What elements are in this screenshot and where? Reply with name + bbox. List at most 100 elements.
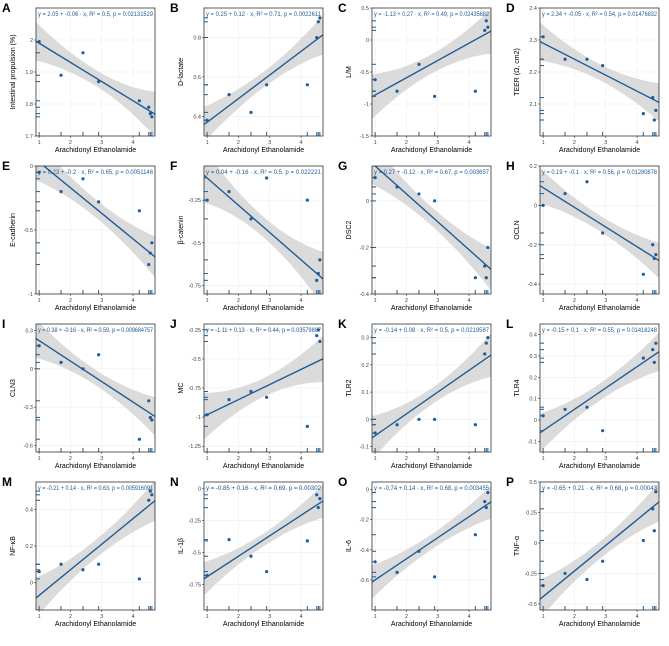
panel-letter: H <box>506 159 515 173</box>
x-tick-label: 1 <box>38 614 41 620</box>
x-tick-label: 1 <box>374 140 377 146</box>
data-point <box>484 506 488 510</box>
data-point <box>395 570 399 574</box>
plot-border <box>539 165 660 295</box>
y-tick-label: -0.1 <box>528 439 537 445</box>
x-tick-label: 1 <box>38 140 41 146</box>
x-tick-label: 2 <box>237 456 240 462</box>
x-axis-label: Arachidonyl Ethanolamide <box>55 463 136 470</box>
plot-border <box>539 481 660 611</box>
y-axis-label: DSC2 <box>346 221 353 240</box>
data-point <box>651 243 655 247</box>
data-point <box>81 51 85 55</box>
x-tick-label: 2 <box>69 614 72 620</box>
x-tick-label: 1 <box>542 456 545 462</box>
y-tick-label: 0 <box>534 203 537 209</box>
y-tick-label: 2.3 <box>529 38 537 44</box>
data-point <box>265 570 269 574</box>
x-axis-label: Arachidonyl Ethanolamide <box>559 463 640 470</box>
data-point <box>652 256 656 261</box>
data-point <box>601 231 605 235</box>
x-tick-label: 2 <box>405 456 408 462</box>
data-point <box>59 190 63 194</box>
data-point <box>316 20 320 24</box>
x-tick-label: 3 <box>268 298 271 304</box>
y-tick-label: 0.2 <box>529 164 537 170</box>
y-tick-label: 0.1 <box>529 397 537 403</box>
x-tick-label: 4 <box>300 614 303 620</box>
y-tick-label: 0.5 <box>361 6 369 12</box>
data-point <box>137 99 141 103</box>
data-point <box>316 506 320 510</box>
y-axis-label: IL-1β <box>178 538 185 554</box>
data-point <box>654 108 658 112</box>
x-tick-label: 4 <box>468 614 471 620</box>
x-tick-label: 3 <box>268 614 271 620</box>
data-point <box>265 395 269 399</box>
data-point <box>305 198 309 202</box>
data-point <box>651 96 655 100</box>
y-tick-label: 1.7 <box>25 134 33 140</box>
plot-border <box>371 481 492 611</box>
panel-letter: J <box>170 317 177 331</box>
data-point <box>483 499 487 504</box>
data-point <box>473 423 477 427</box>
data-point <box>150 115 154 119</box>
data-point <box>81 177 85 181</box>
y-tick-label: -0.4 <box>360 548 369 554</box>
y-tick-label: -0.5 <box>192 550 201 556</box>
y-tick-label: -0.25 <box>188 518 201 524</box>
x-tick-label: 4 <box>132 298 135 304</box>
y-tick-label: 0 <box>30 164 33 170</box>
x-tick-label: 4 <box>132 140 135 146</box>
plot-border <box>371 165 492 295</box>
x-tick-label: 1 <box>542 140 545 146</box>
data-point <box>484 276 488 280</box>
panel-letter: F <box>170 159 177 173</box>
x-axis-label: Arachidonyl Ethanolamide <box>391 463 472 470</box>
y-tick-label: 0.1 <box>361 390 369 396</box>
data-point <box>227 538 231 542</box>
data-point <box>316 271 320 276</box>
data-point <box>473 276 477 280</box>
y-tick-label: 0 <box>30 581 33 587</box>
data-point <box>59 73 63 77</box>
x-tick-label: 4 <box>636 140 639 146</box>
y-tick-label: 0 <box>366 417 369 423</box>
confidence-band <box>372 333 491 452</box>
x-tick-label: 4 <box>468 456 471 462</box>
y-tick-label: -0.75 <box>188 283 201 289</box>
data-point <box>137 209 141 213</box>
x-tick-label: 3 <box>100 298 103 304</box>
regression-line <box>204 174 323 280</box>
x-axis-label: Arachidonyl Ethanolamide <box>223 621 304 628</box>
y-axis-label: E-cadherin <box>10 213 17 247</box>
equation-label: y = 0.23 + -0.2 · x, R² = 0.65, p = 0.00… <box>38 170 154 176</box>
y-tick-label: -0.5 <box>192 241 201 247</box>
confidence-band <box>36 166 155 278</box>
x-tick-label: 1 <box>206 140 209 146</box>
x-axis-label: Arachidonyl Ethanolamide <box>55 305 136 312</box>
equation-label: y = 2.05 + -0.06 · x, R² = 0.5, p = 0.02… <box>38 12 154 18</box>
y-tick-label: -0.5 <box>24 228 33 234</box>
y-tick-label: 0.25 <box>526 510 537 516</box>
regression-line <box>36 338 155 418</box>
equation-label: y = -0.65 + 0.21 · x, R² = 0.68, p = 0.0… <box>542 486 658 492</box>
data-point <box>137 437 141 441</box>
y-axis-label: TLR2 <box>346 379 353 396</box>
data-point <box>318 339 322 344</box>
y-axis-label: D-lactate <box>178 58 185 86</box>
y-axis-label: NF-κB <box>10 536 17 556</box>
regression-line <box>540 40 659 104</box>
y-tick-label: -1.25 <box>188 444 201 450</box>
data-point <box>59 360 63 364</box>
confidence-band <box>36 22 155 136</box>
data-point <box>483 352 487 356</box>
x-axis-label: Arachidonyl Ethanolamide <box>391 147 472 154</box>
data-point <box>652 360 656 364</box>
y-tick-label: 0.3 <box>361 336 369 342</box>
data-point <box>150 418 154 422</box>
equation-label: y = 0.04 + -0.16 · x, R² = 0.5, p = 0.02… <box>206 170 322 176</box>
